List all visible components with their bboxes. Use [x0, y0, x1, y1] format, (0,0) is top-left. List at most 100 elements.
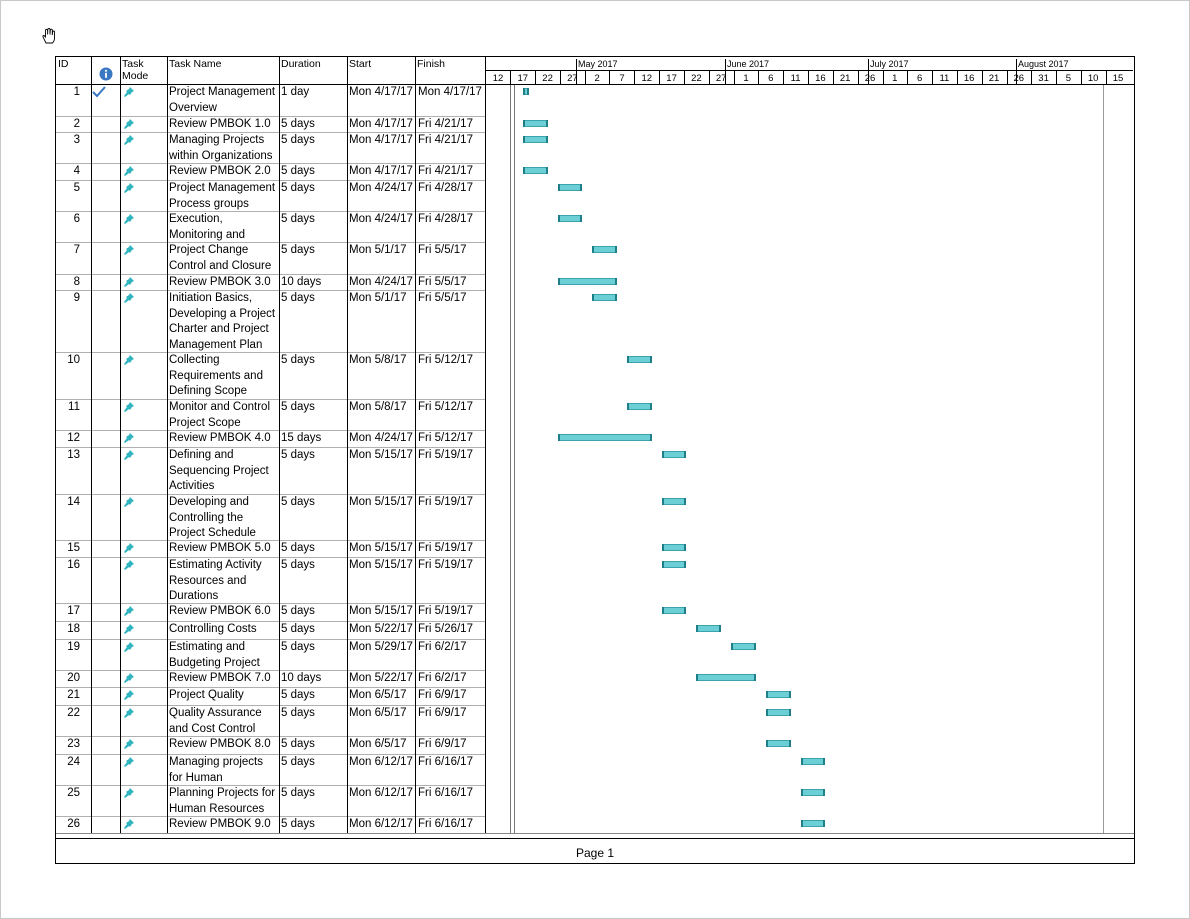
task-start: Mon 5/15/17 [349, 449, 413, 461]
gantt-bar-end-cap [823, 820, 826, 827]
task-name[interactable]: Managing Projects within Organizations [169, 134, 273, 162]
tick-divider [758, 71, 759, 84]
task-name[interactable]: Review PMBOK 3.0 [169, 276, 271, 288]
task-finish: Fri 4/28/17 [418, 213, 473, 225]
column-header-indicators[interactable] [91, 58, 120, 84]
gantt-bar[interactable] [557, 434, 652, 441]
task-start: Mon 5/8/17 [349, 354, 407, 366]
column-header-finish[interactable]: Finish [417, 58, 446, 70]
column-header-id[interactable]: ID [58, 58, 69, 70]
gantt-bar[interactable] [522, 167, 548, 174]
task-duration: 5 days [281, 623, 315, 635]
gantt-bar-end-cap [615, 278, 617, 285]
auto-schedule-pin-icon [124, 739, 134, 749]
task-name[interactable]: Controlling Costs [169, 623, 257, 635]
gantt-bar[interactable] [592, 246, 617, 253]
gantt-bar[interactable] [557, 215, 583, 222]
status-date-line [510, 84, 511, 833]
task-name[interactable]: Estimating Activity Resources and Durati… [169, 559, 262, 602]
task-finish: Fri 6/9/17 [418, 689, 467, 701]
gantt-bar[interactable] [661, 451, 687, 458]
task-name[interactable]: Planning Projects for Human Resources [169, 787, 276, 815]
column-header-task-name[interactable]: Task Name [169, 58, 222, 70]
gantt-bar[interactable] [800, 758, 826, 765]
gantt-bar[interactable] [661, 607, 687, 614]
task-start: Mon 5/15/17 [349, 542, 413, 554]
gantt-bar[interactable] [557, 278, 617, 285]
gantt-bar[interactable] [800, 820, 826, 827]
task-id: 20 [67, 672, 80, 684]
gantt-bar-end-cap [684, 561, 687, 568]
task-finish: Fri 6/9/17 [418, 738, 467, 750]
gantt-bar[interactable] [522, 88, 529, 95]
gantt-bar[interactable] [557, 184, 583, 191]
column-header-duration[interactable]: Duration [281, 58, 321, 70]
task-name[interactable]: Review PMBOK 8.0 [169, 738, 271, 750]
gantt-bar[interactable] [800, 789, 826, 796]
task-name[interactable]: Estimating and Budgeting Project [169, 641, 260, 669]
row-divider [56, 132, 485, 133]
task-name[interactable]: Defining and Sequencing Project Activiti… [169, 449, 269, 492]
task-name[interactable]: Managing projects for Human Resources [169, 756, 263, 784]
task-duration: 5 days [281, 244, 315, 256]
task-name[interactable]: Review PMBOK 9.0 [169, 818, 271, 830]
task-start: Mon 6/12/17 [349, 787, 413, 799]
task-duration: 1 day [281, 86, 310, 98]
task-name[interactable]: Project Quality Plannir [169, 689, 244, 705]
task-name[interactable]: Quality Assurance and Cost Control [169, 707, 262, 735]
column-header-start[interactable]: Start [349, 58, 372, 70]
auto-schedule-pin-icon [124, 543, 134, 553]
gantt-bar-start-cap [522, 167, 525, 174]
gantt-bar-start-cap [661, 607, 664, 614]
gantt-bar[interactable] [765, 709, 791, 716]
task-name[interactable]: Project Change Control and Closure [169, 244, 272, 272]
task-start: Mon 4/24/17 [349, 213, 413, 225]
gantt-bar-start-cap [661, 561, 664, 568]
task-name[interactable]: Project Management Overview [169, 86, 276, 114]
row-divider [56, 447, 485, 448]
task-name[interactable]: Monitor and Control Project Scope [169, 401, 270, 429]
task-name[interactable]: Review PMBOK 1.0 [169, 118, 271, 130]
task-name[interactable]: Developing and Controlling the Project S… [169, 496, 256, 539]
task-finish: Fri 5/19/17 [418, 496, 473, 508]
task-name[interactable]: Collecting Requirements and Defining Sco… [169, 354, 263, 397]
gantt-bar-start-cap [661, 498, 664, 505]
gantt-bar[interactable] [661, 561, 687, 568]
gantt-bar[interactable] [661, 544, 687, 551]
gantt-bar[interactable] [627, 356, 652, 363]
task-name[interactable]: Review PMBOK 2.0 [169, 165, 271, 177]
task-name[interactable]: Review PMBOK 5.0 [169, 542, 271, 554]
timescale-tick-label: 1 [892, 73, 898, 84]
gantt-bar[interactable] [765, 740, 791, 747]
task-name[interactable]: Execution, Monitoring and [169, 213, 246, 241]
gantt-bar[interactable] [765, 691, 791, 698]
auto-schedule-pin-icon [124, 293, 134, 303]
gantt-bar[interactable] [661, 498, 687, 505]
task-duration: 5 days [281, 182, 315, 194]
gantt-bar[interactable] [522, 136, 548, 143]
task-id: 16 [67, 559, 80, 571]
row-divider [56, 816, 485, 817]
month-divider [868, 59, 869, 84]
auto-schedule-pin-icon [124, 277, 134, 287]
tick-divider [858, 71, 859, 84]
task-finish: Fri 6/2/17 [418, 641, 467, 653]
row-divider [56, 557, 485, 558]
gantt-bar[interactable] [696, 674, 756, 681]
gantt-bar[interactable] [627, 403, 652, 410]
timescale-tick-label: 26 [1013, 73, 1025, 84]
gantt-bar[interactable] [731, 643, 756, 650]
task-name[interactable]: Review PMBOK 7.0 [169, 672, 271, 684]
column-header-task-mode[interactable]: Task Mode [122, 58, 149, 82]
gantt-bar[interactable] [592, 294, 617, 301]
auto-schedule-pin-icon [124, 757, 134, 767]
task-id: 7 [73, 244, 80, 256]
gantt-bar[interactable] [696, 625, 722, 632]
task-name[interactable]: Initiation Basics, Developing a Project … [169, 292, 276, 351]
task-name[interactable]: Review PMBOK 6.0 [169, 605, 271, 617]
row-divider [56, 399, 485, 400]
row-divider [56, 430, 485, 431]
task-name[interactable]: Project Management Process groups [169, 182, 276, 210]
task-name[interactable]: Review PMBOK 4.0 [169, 432, 271, 444]
gantt-bar[interactable] [522, 120, 548, 127]
